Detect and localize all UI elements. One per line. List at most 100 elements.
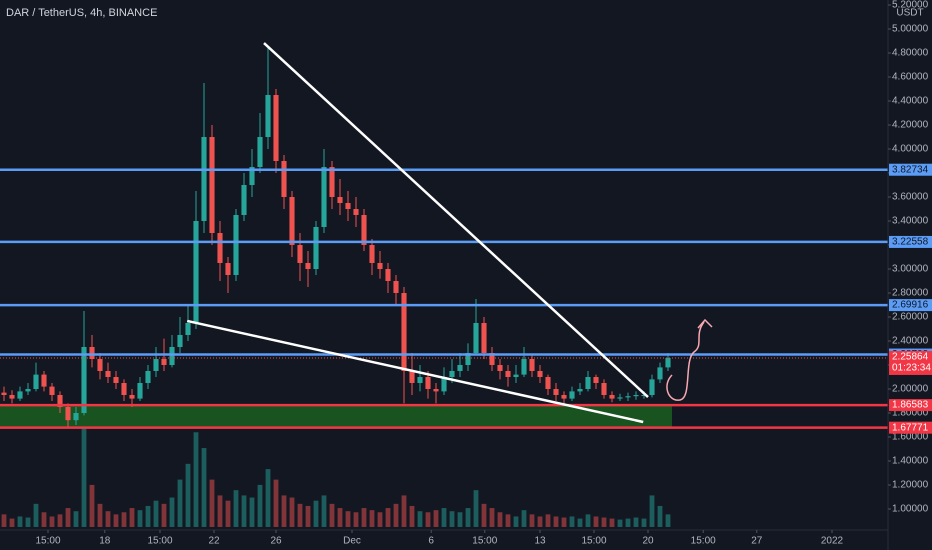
volume-bar bbox=[305, 505, 311, 527]
x-tick-label: 22 bbox=[208, 536, 220, 547]
volume-bar bbox=[481, 503, 487, 527]
candle-body bbox=[537, 371, 543, 378]
candle-body bbox=[145, 371, 151, 384]
projection-arrow-head bbox=[697, 318, 713, 329]
candle-body bbox=[9, 395, 15, 399]
candle-body bbox=[385, 269, 391, 282]
candle-body bbox=[193, 221, 199, 324]
volume-bar bbox=[145, 505, 151, 527]
candle-body bbox=[369, 245, 375, 264]
volume-bar bbox=[241, 495, 247, 527]
candle-body bbox=[393, 281, 399, 294]
candle-body bbox=[409, 371, 415, 384]
x-tick-label: 27 bbox=[751, 536, 763, 547]
volume-bar bbox=[649, 495, 655, 527]
candle-body bbox=[105, 371, 111, 378]
y-tick-label: 2.60000 bbox=[892, 312, 929, 323]
chart-title: DAR / TetherUS, 4h, BINANCE bbox=[6, 7, 157, 19]
volume-bar bbox=[313, 500, 319, 527]
x-tick-label: 15:00 bbox=[472, 536, 497, 547]
volume-bar bbox=[569, 516, 575, 527]
candle-body bbox=[41, 374, 47, 387]
candle-body bbox=[609, 395, 615, 399]
projection-arrow bbox=[666, 321, 705, 401]
volume-bar bbox=[529, 514, 535, 527]
candle-body bbox=[17, 391, 23, 399]
volume-bar bbox=[209, 479, 215, 527]
volume-bar bbox=[33, 503, 39, 527]
candle-body bbox=[169, 347, 175, 366]
volume-bar bbox=[409, 505, 415, 527]
volume-bar bbox=[609, 518, 615, 527]
volume-bar bbox=[545, 514, 551, 527]
y-tick-label: 4.60000 bbox=[892, 72, 929, 83]
candle-body bbox=[265, 95, 271, 138]
volume-bar bbox=[473, 490, 479, 527]
volume-bar bbox=[585, 514, 591, 527]
volume-bar bbox=[217, 495, 223, 527]
plot-area bbox=[0, 42, 888, 527]
trendline bbox=[186, 319, 644, 424]
level-label-box bbox=[889, 163, 932, 176]
candle-body bbox=[593, 377, 599, 384]
volume-bar bbox=[25, 517, 31, 527]
volume-bar bbox=[225, 500, 231, 527]
volume-bar bbox=[425, 512, 431, 527]
candle-body bbox=[281, 161, 287, 198]
candle-body bbox=[321, 167, 327, 228]
volume-bar bbox=[345, 511, 351, 527]
candle-body bbox=[641, 395, 647, 397]
candle-body bbox=[633, 395, 639, 397]
level-label-box bbox=[889, 299, 932, 312]
candle-body bbox=[153, 359, 159, 372]
volume-bar bbox=[105, 511, 111, 527]
volume-bar bbox=[129, 508, 135, 527]
candle-body bbox=[129, 395, 135, 399]
candle-body bbox=[353, 209, 359, 216]
candle-body bbox=[273, 95, 279, 162]
candle-body bbox=[481, 323, 487, 354]
volume-bar bbox=[329, 503, 335, 527]
x-tick-label: 15:00 bbox=[691, 536, 716, 547]
volume-bar bbox=[577, 518, 583, 527]
candle-body bbox=[545, 377, 551, 390]
volume-bar bbox=[417, 511, 423, 527]
candle-body bbox=[97, 359, 103, 372]
volume-bar bbox=[401, 495, 407, 527]
volume-bar bbox=[49, 516, 55, 527]
candle-body bbox=[313, 227, 319, 270]
y-tick-label: 1.20000 bbox=[892, 480, 929, 491]
volume-bar bbox=[633, 517, 639, 527]
support-zone bbox=[0, 405, 672, 428]
volume-bar bbox=[73, 511, 79, 527]
volume-bar bbox=[89, 484, 95, 527]
y-tick-label: 1.80000 bbox=[892, 408, 929, 419]
candle-body bbox=[449, 371, 455, 378]
current-price-label: 2.25864 bbox=[892, 352, 929, 363]
candle-body bbox=[57, 395, 63, 408]
volume-bar bbox=[657, 505, 663, 527]
volume-bar bbox=[137, 510, 143, 527]
volume-bar bbox=[617, 519, 623, 527]
y-tick-label: 1.40000 bbox=[892, 456, 929, 467]
candle-body bbox=[401, 293, 407, 372]
volume-bar bbox=[281, 495, 287, 527]
y-tick-label: 4.40000 bbox=[892, 96, 929, 107]
level-label: 1.67771 bbox=[892, 422, 929, 433]
candle-body bbox=[249, 167, 255, 186]
volume-bar bbox=[369, 510, 375, 527]
volume-bar bbox=[249, 497, 255, 527]
y-tick-label: 5.00000 bbox=[892, 24, 929, 35]
y-tick-label: 4.80000 bbox=[892, 48, 929, 59]
candle-body bbox=[361, 215, 367, 246]
candle-body bbox=[305, 263, 311, 270]
candle-body bbox=[257, 137, 263, 168]
candle-body bbox=[185, 323, 191, 336]
candle-body bbox=[81, 347, 87, 414]
candle-body bbox=[569, 391, 575, 399]
volume-bar bbox=[361, 508, 367, 527]
y-tick-label: 2.40000 bbox=[892, 336, 929, 347]
volume-bar bbox=[441, 508, 447, 527]
